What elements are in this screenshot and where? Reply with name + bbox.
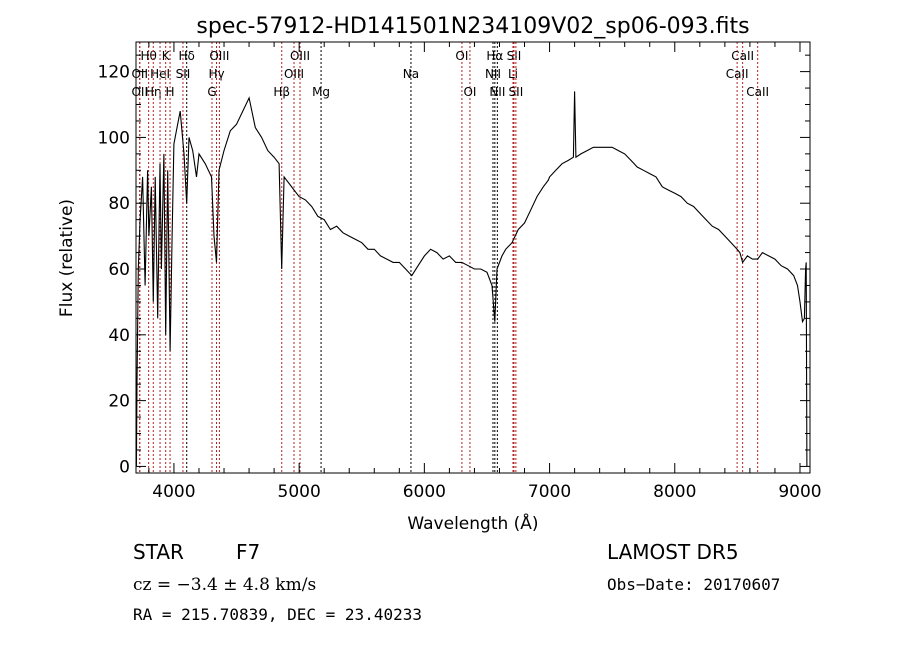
coordinates: RA = 215.70839, DEC = 23.40233 — [133, 605, 422, 624]
spectral-line-label: CaII — [746, 85, 769, 99]
spectral-line-label: OIII — [209, 49, 229, 63]
x-tick-label: 6000 — [403, 482, 446, 502]
spectrum-line — [135, 91, 808, 467]
spectral-line-label: Hη — [145, 85, 162, 99]
x-tick-label: 7000 — [528, 482, 571, 502]
spectral-line-label: Mg — [312, 85, 330, 99]
y-tick-label: 100 — [98, 128, 130, 148]
y-tick-label: 40 — [108, 326, 130, 346]
y-axis-label: Flux (relative) — [57, 199, 77, 317]
spectral-line-label: CaII — [726, 67, 749, 81]
x-axis-label: Wavelength (Å) — [407, 512, 538, 534]
spectral-line-label: OIII — [284, 67, 304, 81]
spectral-line-label: Hβ — [273, 85, 290, 99]
spectral-line-label: G — [207, 85, 216, 99]
plot-frame — [135, 41, 811, 474]
survey-name: LAMOST DR5 — [607, 540, 739, 564]
spectral-line-label: CaII — [731, 49, 754, 63]
spectral-line-label: Na — [403, 67, 419, 81]
object-class: STAR — [133, 540, 184, 564]
y-tick-label: 20 — [108, 392, 130, 412]
chart-title: spec-57912-HD141501N234109V02_sp06-093.f… — [196, 14, 749, 39]
y-tick-label: 80 — [108, 194, 130, 214]
y-tick-label: 60 — [108, 260, 130, 280]
spectral-line-label: OI — [455, 49, 468, 63]
object-subclass: F7 — [236, 540, 260, 564]
spectral-line-markers: OIIOIIHθHηHeIKHSIIHδGHγOIIIHβOIIIOIIIMgN… — [131, 42, 769, 473]
obs-date: Obs−Date: 20170607 — [607, 575, 780, 594]
spectral-line-label: OI — [463, 85, 476, 99]
spectral-line-label: Hθ — [140, 49, 156, 63]
spectral-line-label: NII — [489, 85, 505, 99]
spectral-line-label: SII — [507, 49, 522, 63]
x-tick-label: 4000 — [152, 482, 195, 502]
spectral-line-label: Li — [508, 67, 518, 81]
spectral-line-label: HeI — [150, 67, 170, 81]
spectral-line-label: Hα — [486, 49, 503, 63]
spectral-line-label: SII — [176, 67, 191, 81]
spectral-line-label: SII — [509, 85, 524, 99]
redshift-cz: cz = −3.4 ± 4.8 km/s — [133, 575, 316, 595]
spectral-line-label: Hδ — [179, 49, 195, 63]
spectral-line-label: K — [162, 49, 171, 63]
x-tick-label: 8000 — [653, 482, 696, 502]
x-tick-label: 9000 — [778, 482, 821, 502]
y-tick-label: 0 — [119, 457, 130, 477]
y-tick-label: 120 — [98, 63, 130, 83]
axes: 4000 5000 6000 7000 8000 9000 0 20 40 60 80 100 120 — [98, 41, 822, 502]
spectral-line-label: H — [166, 85, 175, 99]
x-tick-label: 5000 — [278, 482, 321, 502]
spectral-line-label: NII — [485, 67, 501, 81]
spectral-line-label: OIII — [290, 49, 310, 63]
spectral-line-label: Hγ — [208, 67, 224, 81]
